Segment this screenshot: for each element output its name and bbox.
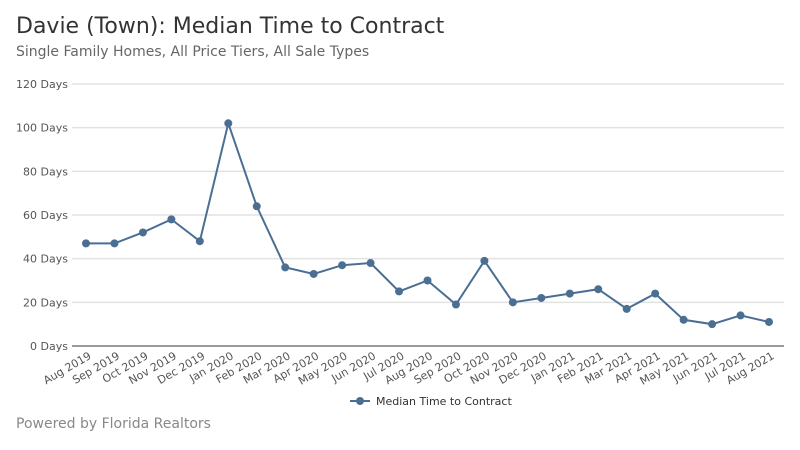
powered-by-footer[interactable]: Powered by Florida Realtors [16,416,211,432]
data-point[interactable] [167,215,176,224]
data-point[interactable] [708,320,717,329]
data-point[interactable] [138,228,147,237]
y-tick-label: 120 Days [16,78,68,91]
y-tick-label: 80 Days [23,165,68,178]
y-tick-label: 40 Days [23,253,68,266]
data-point[interactable] [480,256,489,265]
data-point[interactable] [366,259,375,268]
y-tick-label: 0 Days [30,340,68,353]
data-point[interactable] [736,311,745,320]
data-point[interactable] [565,289,574,298]
chart-title: Davie (Town): Median Time to Contract [16,14,445,39]
legend-label[interactable]: Median Time to Contract [376,395,512,408]
data-point[interactable] [338,261,347,270]
data-point[interactable] [195,237,204,246]
data-point[interactable] [451,300,460,309]
data-point[interactable] [224,119,233,128]
data-point[interactable] [508,298,517,307]
data-point[interactable] [395,287,404,296]
data-point[interactable] [537,293,546,302]
data-point[interactable] [110,239,119,248]
data-point[interactable] [765,317,773,326]
y-tick-label: 20 Days [23,296,68,309]
data-point[interactable] [679,315,688,324]
chart-subtitle: Single Family Homes, All Price Tiers, Al… [16,44,370,60]
y-tick-label: 100 Days [16,122,68,135]
data-point[interactable] [252,202,261,211]
data-point[interactable] [82,239,90,248]
data-point[interactable] [622,304,631,313]
legend-marker[interactable] [356,397,364,405]
y-tick-label: 60 Days [23,209,68,222]
data-point[interactable] [423,276,432,285]
data-point[interactable] [281,263,290,272]
data-point[interactable] [651,289,660,298]
data-point[interactable] [594,285,603,294]
series-line [86,119,770,326]
data-point[interactable] [309,269,318,278]
